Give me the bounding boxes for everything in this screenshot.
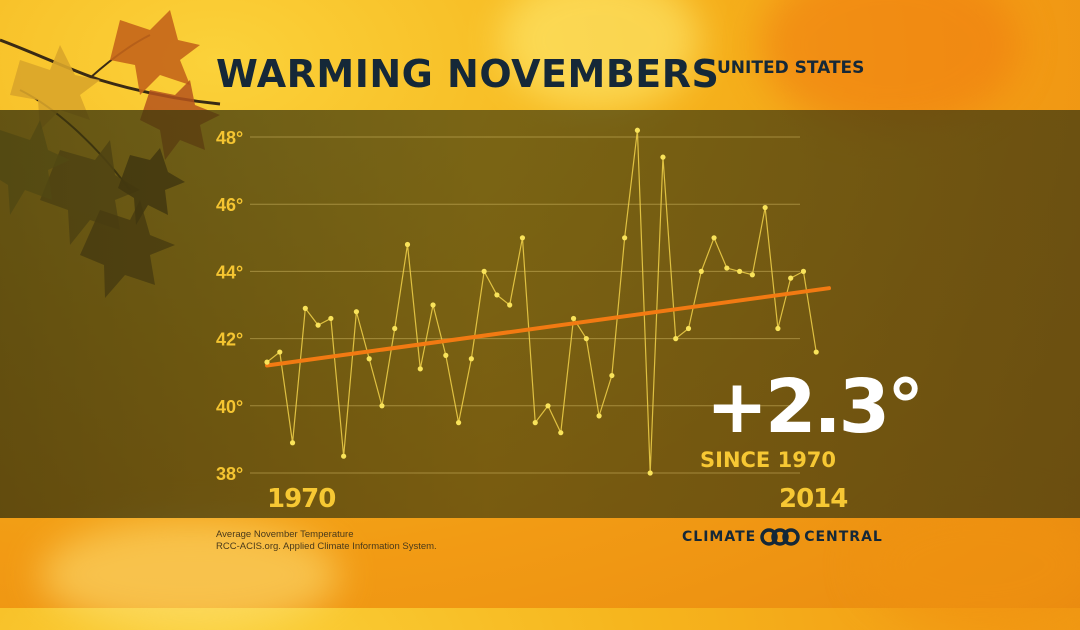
y-tick-label: 38° <box>216 464 243 484</box>
data-point <box>519 235 526 241</box>
x-axis-start-label: 1970 <box>267 484 336 514</box>
data-point <box>507 302 513 308</box>
source-line-1: Average November Temperature <box>216 529 354 540</box>
data-point <box>673 336 679 342</box>
temperature-change-value: +2.3° <box>706 364 924 450</box>
data-point <box>379 403 385 409</box>
trend-line <box>265 286 831 368</box>
data-point <box>736 268 743 274</box>
y-tick-label: 46° <box>216 195 243 215</box>
data-point <box>634 127 641 133</box>
background-bokeh <box>500 0 700 110</box>
brand-text-right: CENTRAL <box>804 529 883 545</box>
data-point <box>353 309 360 315</box>
data-point <box>264 359 270 365</box>
data-point <box>366 356 372 362</box>
y-tick-label: 48° <box>216 128 243 148</box>
data-point <box>813 349 819 355</box>
data-point <box>468 356 474 362</box>
data-point <box>558 430 564 436</box>
data-point <box>315 322 321 328</box>
chart-band <box>0 110 1080 518</box>
data-point <box>545 403 551 409</box>
chart-subtitle-region: UNITED STATES <box>717 58 865 78</box>
data-point <box>660 154 666 160</box>
data-point <box>724 265 730 271</box>
data-point <box>800 268 807 274</box>
data-point <box>341 453 347 459</box>
source-note: Average November Temperature RCC-ACIS.or… <box>216 529 437 553</box>
data-point <box>430 302 436 308</box>
y-tick-label: 44° <box>216 262 243 282</box>
data-point <box>749 272 755 278</box>
data-point <box>775 325 781 332</box>
data-point <box>328 315 334 322</box>
y-tick-label: 42° <box>216 330 243 350</box>
data-point <box>481 268 487 274</box>
data-point <box>647 470 653 476</box>
data-point <box>289 440 296 446</box>
data-point <box>392 325 398 332</box>
data-point <box>622 235 628 241</box>
x-axis-end-label: 2014 <box>779 484 848 514</box>
brand-text-left: CLIMATE <box>682 529 757 545</box>
climate-central-brand: CLIMATE CENTRAL <box>682 526 883 548</box>
data-point <box>570 315 577 322</box>
y-tick-label: 40° <box>216 397 243 417</box>
data-point <box>494 292 500 298</box>
data-point <box>404 241 411 248</box>
data-point <box>417 366 423 372</box>
temperature-series-line <box>266 130 817 474</box>
chart-title: WARMING NOVEMBERS <box>216 52 720 96</box>
data-point <box>711 235 717 241</box>
climate-central-logo-icon <box>760 528 800 546</box>
data-point <box>443 352 449 358</box>
data-point <box>302 305 308 311</box>
source-line-2: RCC-ACIS.org. Applied Climate Informatio… <box>216 541 437 552</box>
data-point <box>609 372 615 379</box>
data-point <box>455 420 462 426</box>
background-bokeh <box>760 0 1020 130</box>
data-point <box>583 336 589 342</box>
data-point <box>698 268 704 274</box>
data-point <box>277 349 283 355</box>
line-chart: 38° 40° 42° 44° 46° 48° <box>216 127 831 484</box>
data-point <box>685 325 692 332</box>
data-point <box>762 204 768 211</box>
data-point <box>596 413 602 419</box>
data-point <box>532 420 538 426</box>
temperature-change-caption: SINCE 1970 <box>700 448 837 472</box>
data-point <box>788 275 794 281</box>
